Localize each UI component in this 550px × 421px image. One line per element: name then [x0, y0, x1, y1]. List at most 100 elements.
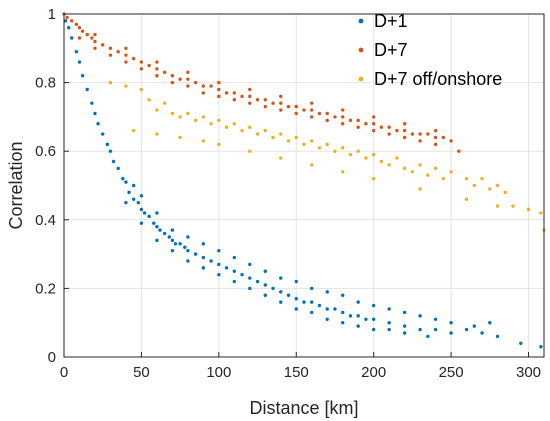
data-point [248, 149, 252, 153]
data-point [131, 56, 136, 61]
data-point [93, 46, 97, 50]
legend-label: D+7 [374, 40, 408, 60]
data-point [162, 231, 167, 236]
data-point [449, 331, 453, 335]
x-tick-label: 100 [206, 364, 231, 381]
data-point [457, 149, 461, 153]
data-point [511, 204, 515, 208]
data-point [173, 242, 178, 246]
data-point [279, 94, 283, 99]
data-point [341, 108, 345, 112]
data-point [302, 108, 306, 112]
data-point [186, 235, 190, 239]
data-point [325, 118, 329, 123]
data-point [108, 80, 113, 85]
data-point [240, 272, 244, 277]
data-point [170, 74, 175, 78]
data-point [472, 183, 477, 188]
data-point [279, 300, 283, 304]
data-point [317, 111, 322, 116]
data-point [294, 135, 298, 140]
data-point [325, 290, 329, 294]
data-point [201, 115, 206, 119]
data-point [158, 228, 162, 232]
data-point [162, 101, 167, 105]
data-point [201, 242, 206, 246]
data-point [124, 53, 128, 57]
data-point [248, 125, 252, 129]
data-point [279, 156, 283, 160]
data-point [294, 296, 298, 301]
data-point [286, 104, 291, 109]
data-point [356, 300, 360, 304]
data-point [193, 118, 198, 123]
data-point [449, 139, 453, 143]
data-point [131, 197, 136, 201]
data-point [139, 221, 144, 225]
data-point [186, 84, 190, 88]
data-point [263, 293, 267, 297]
data-point [410, 170, 415, 174]
data-point [131, 183, 136, 188]
y-tick-label: 0 [48, 349, 56, 366]
data-point [441, 135, 446, 140]
data-point [539, 211, 543, 215]
data-point [217, 94, 221, 99]
data-point [395, 128, 399, 133]
data-point [136, 200, 141, 205]
data-point [255, 279, 260, 284]
data-point [310, 286, 314, 291]
data-point [77, 36, 82, 40]
data-point [294, 104, 298, 109]
data-point [105, 142, 110, 147]
data-point [263, 269, 267, 273]
data-point [387, 163, 391, 167]
data-point [155, 211, 159, 215]
x-tick-label: 150 [284, 364, 309, 381]
data-point [93, 111, 97, 116]
data-point [155, 67, 159, 71]
data-point [201, 139, 206, 143]
data-point [449, 170, 453, 174]
plot-area [64, 14, 544, 357]
data-point [310, 108, 314, 112]
data-point [325, 317, 329, 321]
data-point [418, 314, 422, 318]
data-point [356, 314, 360, 318]
data-point [77, 60, 82, 64]
data-point [433, 327, 438, 332]
data-point [232, 98, 237, 102]
data-points [62, 12, 546, 349]
data-point [255, 98, 260, 102]
data-point [217, 118, 221, 123]
data-point [224, 266, 229, 270]
legend: D+1 D+7 D+7 off/onshore [358, 11, 502, 89]
data-point [90, 101, 94, 105]
data-point [433, 128, 438, 133]
data-point [464, 197, 469, 201]
data-point [418, 132, 422, 136]
data-point [310, 300, 314, 304]
x-tick-label: 250 [439, 364, 464, 381]
data-point [224, 125, 229, 129]
data-point [317, 146, 322, 150]
data-point [186, 259, 190, 263]
data-point [271, 135, 275, 140]
data-point [74, 50, 79, 54]
data-point [155, 108, 159, 112]
data-point [139, 87, 144, 92]
data-point [65, 15, 69, 20]
data-point [325, 142, 329, 147]
data-point [418, 163, 422, 167]
y-tick-label: 0.6 [35, 143, 56, 160]
data-point [93, 39, 97, 44]
y-tick-label: 0.2 [35, 280, 56, 297]
data-point [402, 128, 407, 133]
data-point [294, 279, 298, 284]
data-point [341, 170, 345, 174]
data-point [201, 266, 206, 270]
data-point [387, 132, 391, 136]
data-point [395, 156, 399, 160]
data-point [142, 211, 147, 215]
